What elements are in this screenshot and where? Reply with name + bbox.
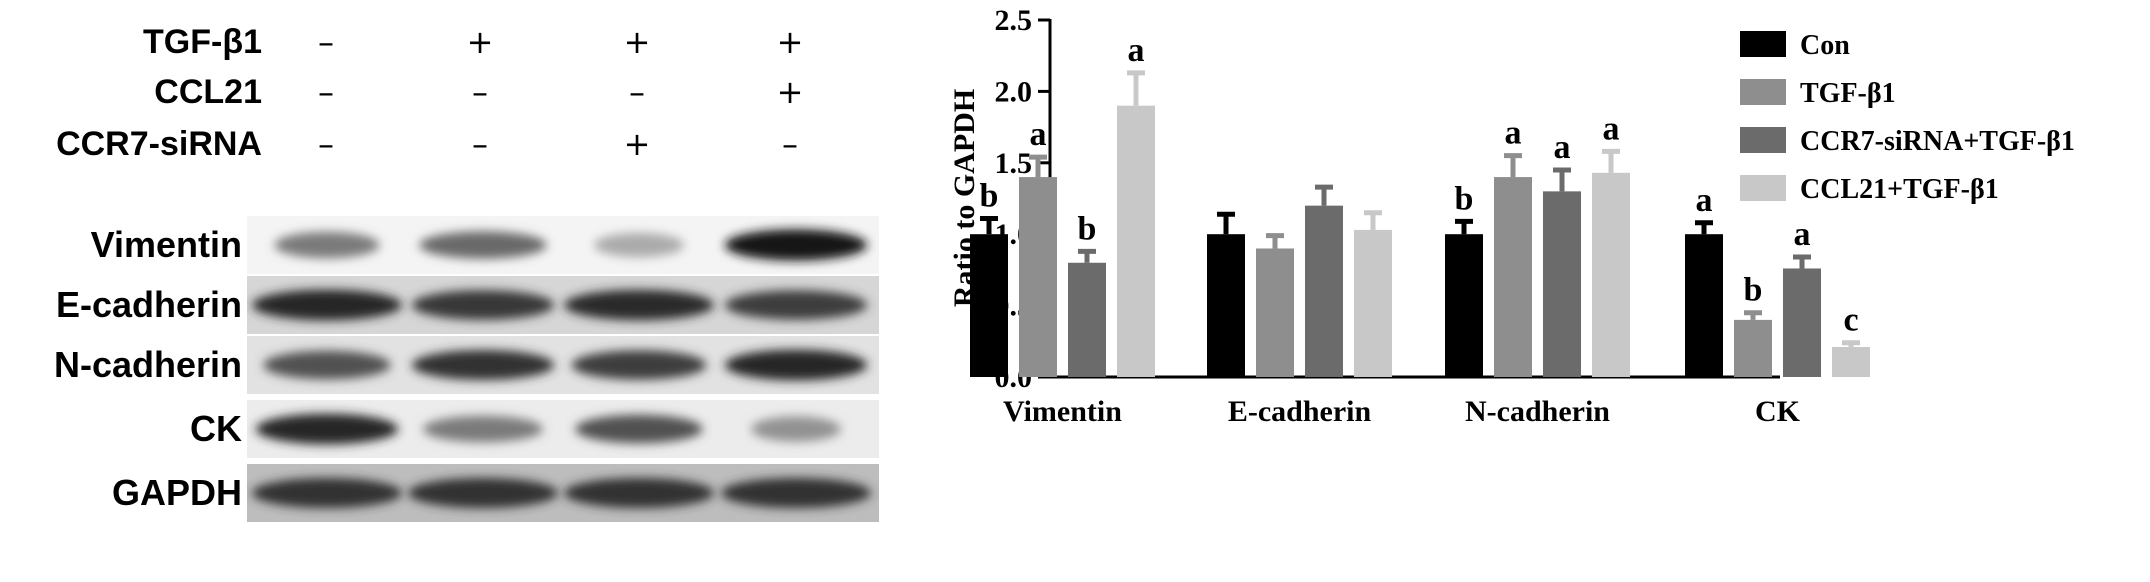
bar: [1019, 177, 1057, 377]
bar: [1543, 191, 1581, 377]
treatment-sign: –: [318, 73, 334, 111]
treatment-sign: +: [623, 23, 651, 61]
legend-label: CCR7-siRNA+TGF-β1: [1800, 126, 2075, 157]
band-label: GAPDH: [111, 472, 242, 513]
treatment-sign: –: [472, 73, 488, 111]
bar: [1207, 234, 1245, 377]
band-label: CK: [190, 408, 242, 449]
treatment-sign: +: [776, 73, 804, 111]
treatment-sign: –: [629, 73, 645, 111]
bar: [1068, 262, 1106, 377]
western-blot-panel: TGF-β1 – + + + CCL21 – – – + CCR7-siRNA – – + – Viment…: [0, 0, 930, 582]
bar: [1445, 234, 1483, 377]
legend-swatch: [1740, 79, 1786, 105]
blot-band: [419, 231, 547, 259]
blot-strip: [247, 336, 879, 394]
bar-chart-panel: 0.0 0.5 1.0 1.5 2.0 2.5 Ratio to GAPDH b a b a Vime…: [920, 0, 2150, 582]
significance-label: b: [1455, 180, 1474, 217]
legend-label: TGF-β1: [1800, 78, 1896, 109]
category-label: N-cadherin: [1465, 395, 1610, 428]
treatment-sign: –: [472, 125, 488, 163]
treatment-label: TGF-β1: [143, 23, 262, 61]
significance-label: b: [1078, 210, 1097, 247]
bar: [1256, 248, 1294, 377]
band-label: N-cadherin: [53, 344, 242, 385]
treatment-label: CCL21: [154, 73, 262, 111]
blot-band: [751, 416, 841, 442]
blot-strip: [247, 400, 879, 458]
blot-band: [594, 232, 684, 258]
blot-strip: [247, 276, 879, 334]
bar: [1354, 229, 1392, 377]
legend-swatch: [1740, 175, 1786, 201]
blot-band: [408, 477, 558, 509]
treatment-sign: –: [318, 125, 334, 163]
treatment-sign: +: [776, 23, 804, 61]
category-label: Vimentin: [1003, 395, 1122, 428]
bar: [1117, 105, 1155, 378]
significance-label: a: [1505, 115, 1522, 152]
blot-band: [724, 349, 868, 381]
blot-band: [252, 289, 402, 321]
blot-band: [423, 415, 543, 443]
treatment-sign: +: [623, 125, 651, 163]
bar: [1494, 177, 1532, 377]
blot-strip: [247, 216, 879, 274]
y-tick-label: 2.0: [995, 75, 1033, 108]
blot-band: [274, 231, 380, 259]
blot-band: [721, 477, 871, 509]
band-label: Vimentin: [90, 224, 242, 265]
significance-label: a: [1794, 216, 1811, 253]
blot-band: [252, 477, 402, 509]
category-label: CK: [1755, 395, 1801, 428]
significance-label: a: [1554, 129, 1571, 166]
bar: [1592, 172, 1630, 377]
blot-band: [411, 290, 555, 320]
blot-band: [564, 289, 714, 321]
significance-label: a: [1696, 182, 1713, 219]
significance-label: b: [980, 177, 999, 214]
treatment-sign: +: [466, 23, 494, 61]
significance-label: a: [1128, 32, 1145, 69]
bar: [1783, 268, 1821, 377]
blot-band: [571, 350, 707, 380]
treatment-sign: –: [782, 125, 798, 163]
significance-label: a: [1603, 110, 1620, 147]
category-label: E-cadherin: [1228, 395, 1372, 428]
legend-swatch: [1740, 127, 1786, 153]
treatment-label: CCR7-siRNA: [56, 125, 262, 163]
y-tick-label: 2.5: [995, 4, 1033, 37]
bar: [1832, 347, 1870, 377]
bar: [970, 234, 1008, 377]
blot-band: [255, 413, 399, 445]
legend-swatch: [1740, 31, 1786, 57]
bar: [1685, 234, 1723, 377]
legend-label: Con: [1800, 30, 1850, 61]
bar: [1734, 319, 1772, 377]
treatment-sign: –: [318, 23, 334, 61]
blot-strip: [247, 464, 879, 522]
blot-band: [411, 349, 555, 381]
blot-band: [724, 290, 868, 320]
bar: [1305, 205, 1343, 377]
significance-label: c: [1843, 302, 1858, 339]
blot-band: [263, 350, 391, 380]
significance-label: b: [1744, 272, 1763, 309]
blot-band: [575, 414, 703, 444]
significance-label: a: [1030, 116, 1047, 153]
blot-band: [564, 477, 714, 509]
band-label: E-cadherin: [55, 284, 242, 325]
y-tick-label: 1.5: [995, 147, 1033, 180]
legend-label: CCL21+TGF-β1: [1800, 174, 1999, 205]
blot-band: [724, 229, 868, 261]
